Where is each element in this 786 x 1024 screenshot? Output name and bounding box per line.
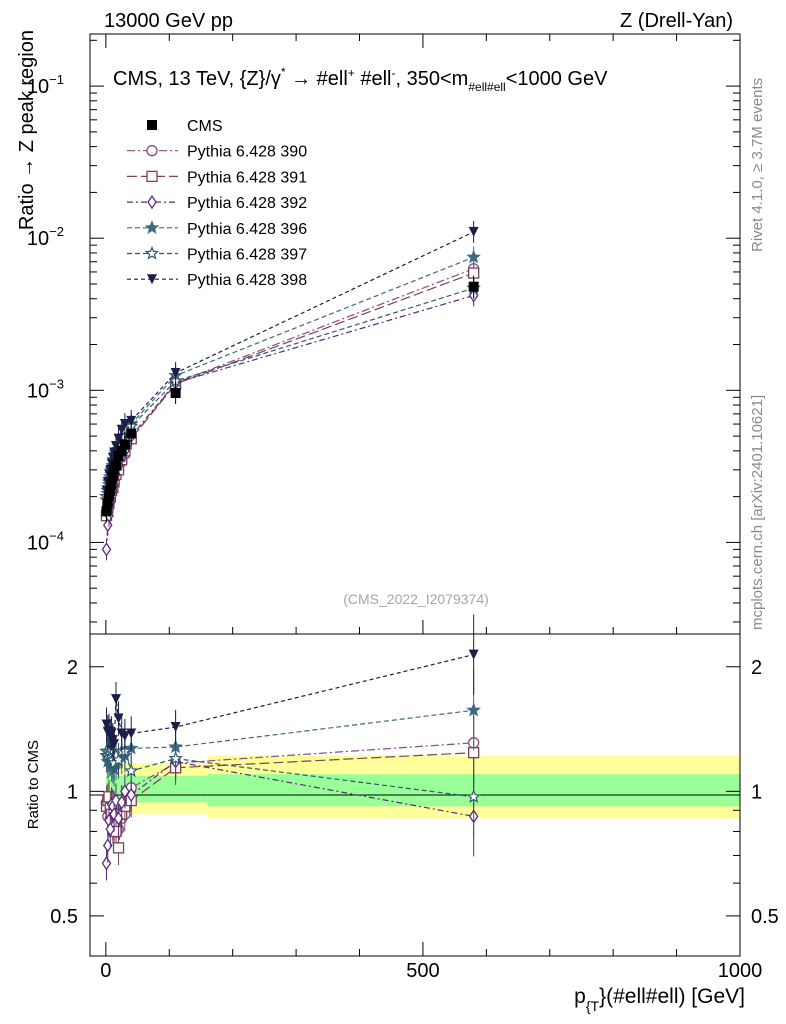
ratio-point-pythia-6-428-397 xyxy=(466,789,481,803)
y-axis-title-bottom: Ratio to CMS xyxy=(25,740,42,829)
series-line-pythia-6-428-392 xyxy=(105,294,474,550)
point-cms xyxy=(126,428,137,439)
legend-label-pythia-6-428-397: Pythia 6.428 397 xyxy=(187,247,307,264)
ratio-point-pythia-6-428-397 xyxy=(168,750,183,765)
ratio-tick-label-left: 2 xyxy=(67,657,78,679)
x-tick-label: 1000 xyxy=(718,960,763,982)
y-tick-labels-top: 10−4 10−3 10−2 10−1 xyxy=(27,72,64,554)
ratio-tick-label-right: 2 xyxy=(751,657,762,679)
ratio-tick-label-right: 0.5 xyxy=(751,906,779,928)
ratio-tick-label-left: 0.5 xyxy=(50,906,78,928)
x-tick-label: 500 xyxy=(406,960,439,982)
ratio-point-pythia-6-428-398 xyxy=(111,694,121,705)
point-pythia-6-428-392 xyxy=(102,517,113,533)
legend-marker-pythia-6-428-391 xyxy=(146,170,158,183)
ratio-tick-label-right: 1 xyxy=(751,781,762,803)
axis-ticks xyxy=(90,34,741,956)
plot-title: CMS, 13 TeV, {Z}/γ* → #ell+ #ell-, 350<m… xyxy=(113,65,608,94)
ratio-point-pythia-6-428-392 xyxy=(126,787,137,803)
ratio-point-pythia-6-428-392 xyxy=(105,822,116,837)
legend-marker-pythia-6-428-398 xyxy=(147,274,157,285)
legend: CMS Pythia 6.428 390 Pythia 6.428 391 Pythi… xyxy=(127,118,307,289)
ratio-point-pythia-6-428-392 xyxy=(113,811,124,826)
x-tick-labels: 0 500 1000 xyxy=(100,960,762,982)
point-cms xyxy=(106,479,117,490)
legend-label-pythia-6-428-392: Pythia 6.428 392 xyxy=(187,195,307,212)
ratio-point-pythia-6-428-392 xyxy=(101,856,112,871)
point-cms xyxy=(113,450,124,461)
mcplots-label: mcplots.cern.ch [arXiv:2401.10621] xyxy=(749,395,766,630)
ratio-line-pythia-6-428-398 xyxy=(105,654,474,745)
ratio-point-pythia-6-428-398 xyxy=(170,722,181,733)
point-pythia-6-428-392 xyxy=(101,542,112,557)
y-axis-title-top: Ratio → Z peak region xyxy=(16,30,38,230)
legend-marker-pythia-6-428-392 xyxy=(147,194,157,210)
y-tick-label: 10−2 xyxy=(27,224,64,250)
point-pythia-6-428-396 xyxy=(466,249,481,264)
ratio-point-pythia-6-428-398 xyxy=(468,649,479,660)
point-pythia-6-428-398 xyxy=(113,433,124,444)
point-cms xyxy=(107,471,118,482)
point-cms xyxy=(170,388,181,399)
point-cms xyxy=(102,498,113,509)
y-tick-label: 10−3 xyxy=(27,376,64,402)
y-tick-label: 10−4 xyxy=(27,528,64,554)
point-cms xyxy=(101,506,112,517)
ratio-point-pythia-6-428-396 xyxy=(466,702,481,717)
point-cms xyxy=(119,439,130,450)
point-pythia-6-428-398 xyxy=(170,367,181,378)
x-axis-title: p{T}(#ell#ell) [GeV] xyxy=(574,985,745,1014)
series-line-pythia-6-428-398 xyxy=(105,231,474,491)
legend-marker-cms xyxy=(147,120,157,130)
series-line-pythia-6-428-391 xyxy=(105,272,474,516)
ratio-point-pythia-6-428-398 xyxy=(119,731,130,742)
point-pythia-6-428-398 xyxy=(126,415,137,426)
header-left: 13000 GeV pp xyxy=(104,10,233,32)
ratio-tick-label-left: 1 xyxy=(67,781,78,803)
main-panel-series xyxy=(99,220,481,561)
point-cms xyxy=(468,281,479,292)
ratio-point-pythia-6-428-391 xyxy=(112,842,125,854)
ratio-panel-series xyxy=(99,614,481,881)
legend-marker-pythia-6-428-396 xyxy=(144,220,160,234)
legend-label-cms: CMS xyxy=(187,118,223,135)
ratio-point-pythia-6-428-397 xyxy=(123,763,139,778)
point-cms xyxy=(116,445,127,456)
point-pythia-6-428-398 xyxy=(119,419,130,430)
ratio-uncertainty-bands xyxy=(105,755,740,819)
x-tick-label: 0 xyxy=(100,960,111,982)
ratio-point-pythia-6-428-392 xyxy=(116,795,127,810)
point-cms xyxy=(111,460,121,471)
legend-label-pythia-6-428-396: Pythia 6.428 396 xyxy=(187,221,307,238)
legend-marker-pythia-6-428-397 xyxy=(144,245,160,260)
y-tick-labels-ratio: 0.5 0.5 1 1 2 2 xyxy=(50,657,779,928)
legend-label-pythia-6-428-391: Pythia 6.428 391 xyxy=(187,169,307,186)
header-right: Z (Drell-Yan) xyxy=(620,10,733,32)
ratio-point-pythia-6-428-398 xyxy=(113,713,124,724)
legend-label-pythia-6-428-398: Pythia 6.428 398 xyxy=(187,272,307,289)
ratio-point-pythia-6-428-398 xyxy=(126,728,137,739)
ratio-point-pythia-6-428-398 xyxy=(109,739,120,750)
point-pythia-6-428-398 xyxy=(468,226,479,237)
legend-marker-pythia-6-428-390 xyxy=(146,145,158,157)
y-tick-label: 10−1 xyxy=(27,72,64,98)
legend-label-pythia-6-428-390: Pythia 6.428 390 xyxy=(187,144,307,161)
rivet-version-label: Rivet 4.1.0, ≥ 3.7M events xyxy=(749,78,766,252)
analysis-tag: (CMS_2022_I2079374) xyxy=(343,591,489,607)
point-cms xyxy=(104,491,115,502)
point-cms xyxy=(105,485,116,496)
